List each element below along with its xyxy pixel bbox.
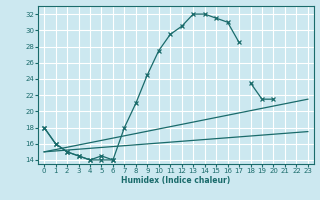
X-axis label: Humidex (Indice chaleur): Humidex (Indice chaleur) (121, 176, 231, 185)
